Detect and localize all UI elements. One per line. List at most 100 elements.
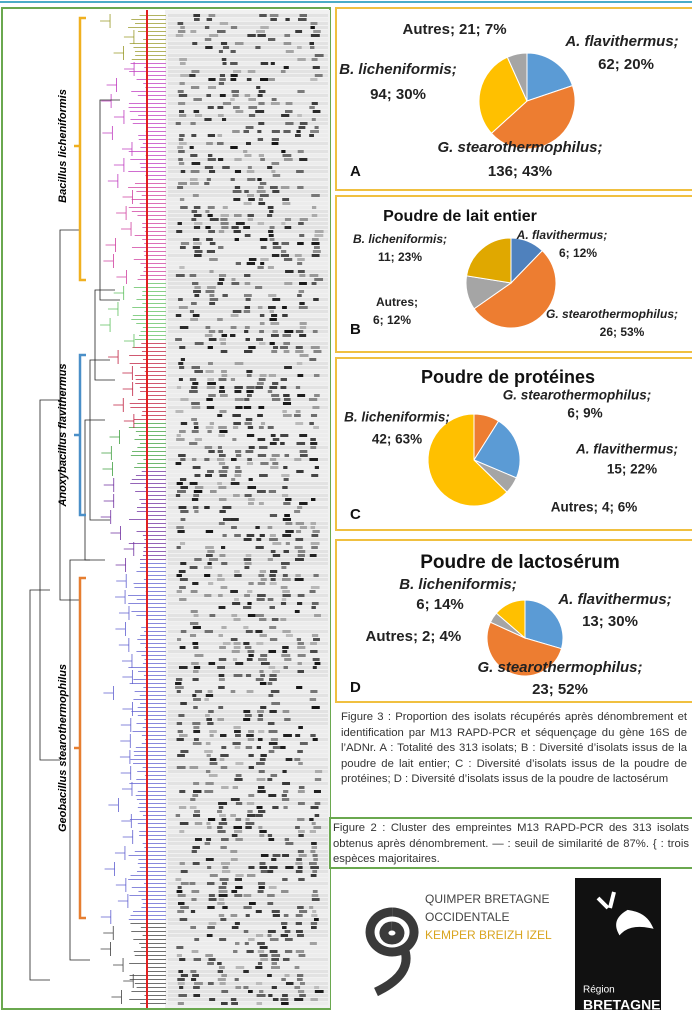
gel-band <box>255 982 263 985</box>
gel-band <box>247 214 254 217</box>
gel-band <box>175 274 185 277</box>
gel-band <box>180 170 186 173</box>
gel-band <box>193 110 200 113</box>
gel-band <box>218 246 224 249</box>
gel-band <box>220 734 227 737</box>
gel-band <box>206 142 213 145</box>
gel-band <box>310 446 317 449</box>
gel-band <box>192 382 199 385</box>
gel-band <box>205 694 214 697</box>
slice-value-label: 6; 14% <box>416 596 464 613</box>
gel-band <box>295 574 301 577</box>
gel-band <box>310 22 318 25</box>
gel-band <box>313 918 319 921</box>
gel-band <box>234 922 240 925</box>
gel-band <box>258 426 264 429</box>
gel-band <box>247 178 256 181</box>
pie-slice <box>427 413 508 507</box>
gel-band <box>314 230 324 233</box>
gel-band <box>312 854 318 857</box>
gel-band <box>234 186 241 189</box>
gel-band <box>311 118 316 121</box>
gel-band <box>218 158 224 161</box>
gel-band <box>269 626 277 629</box>
gel-band <box>245 822 255 825</box>
gel-band <box>311 634 319 637</box>
gel-band <box>267 894 275 897</box>
pie-slice <box>473 249 557 329</box>
gel-band <box>269 950 278 953</box>
chart-title: Poudre de lait entier <box>383 208 537 225</box>
gel-band <box>217 902 225 905</box>
gel-band <box>230 998 237 1001</box>
gel-band <box>194 558 202 561</box>
gel-lane <box>168 778 328 781</box>
gel-band <box>295 538 304 541</box>
gel-band <box>257 138 264 141</box>
gel-band <box>209 34 219 37</box>
gel-band <box>299 994 306 997</box>
gel-band <box>193 422 199 425</box>
gel-band <box>218 894 228 897</box>
gel-band <box>311 898 320 901</box>
gel-band <box>194 114 203 117</box>
gel-band <box>258 826 263 829</box>
gel-lane <box>168 910 328 913</box>
gel-lane <box>168 730 328 733</box>
gel-band <box>270 738 278 741</box>
gel-band <box>230 50 236 53</box>
gel-band <box>309 830 316 833</box>
gel-band <box>192 282 199 285</box>
gel-band <box>180 518 186 521</box>
gel-band <box>244 94 251 97</box>
gel-band <box>192 794 199 797</box>
gel-band <box>217 30 226 33</box>
gel-band <box>233 198 241 201</box>
pie-slice <box>473 420 521 479</box>
gel-band <box>207 690 213 693</box>
gel-band <box>260 26 269 29</box>
gel-band <box>299 502 308 505</box>
dendrogram-branch <box>100 14 111 28</box>
gel-band <box>296 858 302 861</box>
gel-band <box>313 30 321 33</box>
gel-band <box>311 534 319 537</box>
gel-band <box>179 82 185 85</box>
gel-band <box>296 686 303 689</box>
gel-band <box>175 462 182 465</box>
dendrogram-branch <box>121 142 133 156</box>
gel-band <box>194 294 200 297</box>
gel-band <box>257 738 263 741</box>
dendrogram-branch <box>113 46 124 60</box>
gel-band <box>244 306 251 309</box>
gel-lane <box>168 82 328 85</box>
gel-band <box>271 618 279 621</box>
gel-band <box>270 578 276 581</box>
gel-band <box>267 598 274 601</box>
gel-band <box>234 534 241 537</box>
gel-band <box>271 350 278 353</box>
gel-band <box>179 830 185 833</box>
gel-band <box>297 394 306 397</box>
gel-band <box>268 78 275 81</box>
gel-band <box>230 814 236 817</box>
gel-band <box>190 86 200 89</box>
gel-band <box>204 750 213 753</box>
gel-band <box>310 998 318 1001</box>
dendrogram-branch <box>122 382 134 396</box>
gel-band <box>268 994 273 997</box>
gel-lane <box>168 722 328 725</box>
gel-band <box>193 706 198 709</box>
gel-band <box>282 486 288 489</box>
gel-band <box>231 834 238 837</box>
gel-band <box>256 642 264 645</box>
gel-lane <box>168 582 328 585</box>
gel-band <box>257 962 263 965</box>
gel-band <box>232 786 239 789</box>
gel-band <box>258 770 265 773</box>
gel-band <box>231 278 236 281</box>
gel-band <box>269 442 277 445</box>
gel-band <box>243 310 251 313</box>
gel-band <box>269 570 278 573</box>
gel-band <box>191 418 197 421</box>
